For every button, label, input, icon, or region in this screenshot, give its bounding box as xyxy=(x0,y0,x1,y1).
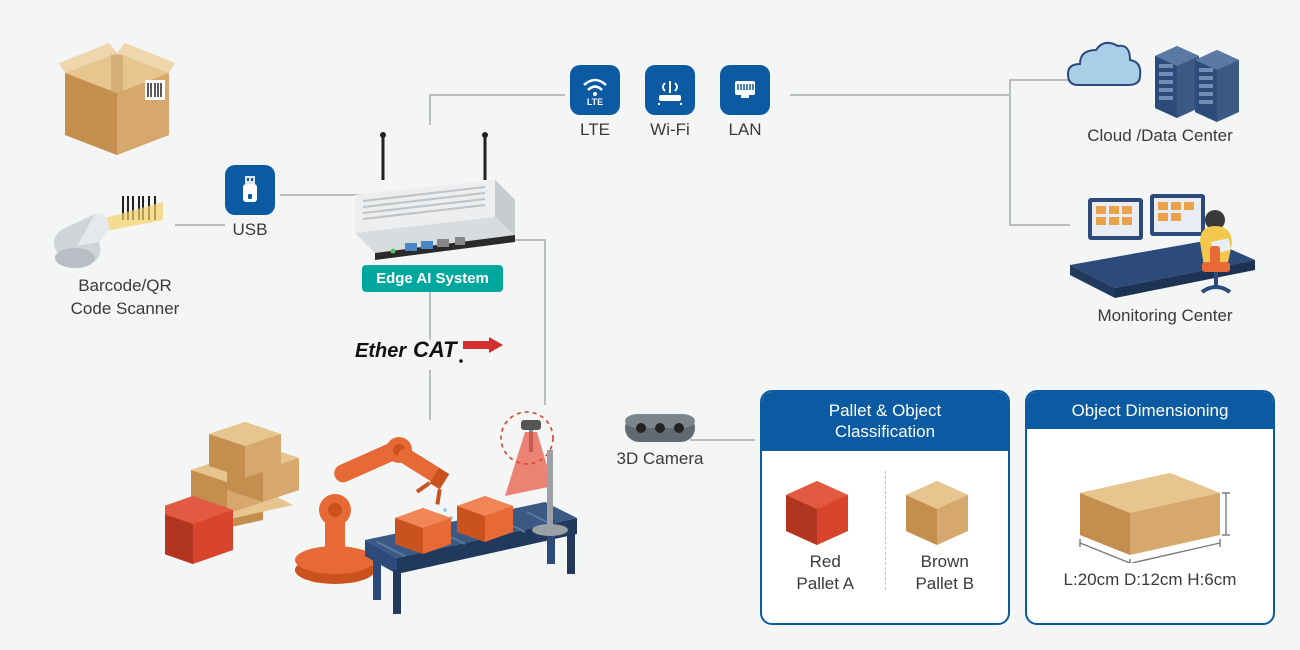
camera-3d: 3D Camera xyxy=(600,408,720,471)
usb-label: USB xyxy=(225,219,275,242)
wifi-label: Wi-Fi xyxy=(645,119,695,142)
svg-text:CAT: CAT xyxy=(413,337,458,362)
lan-icon xyxy=(720,65,770,115)
monitoring-center: Monitoring Center xyxy=(1060,170,1270,328)
pallet-a-label: Red Pallet A xyxy=(774,551,877,597)
wifi-icon xyxy=(645,65,695,115)
robot-conveyor xyxy=(165,390,595,630)
scanner-label: Barcode/QR Code Scanner xyxy=(45,275,205,321)
monitoring-label: Monitoring Center xyxy=(1060,305,1270,328)
barcode-scanner: Barcode/QR Code Scanner xyxy=(45,190,205,321)
svg-text:Ether: Ether xyxy=(355,340,407,362)
pallet-b-label: Brown Pallet B xyxy=(894,551,997,597)
usb-node: USB xyxy=(225,165,275,242)
svg-text:LTE: LTE xyxy=(587,97,603,107)
wifi-node: Wi-Fi xyxy=(645,65,695,142)
cloud-label: Cloud /Data Center xyxy=(1060,125,1260,148)
lte-node: LTE LTE xyxy=(570,65,620,142)
lte-icon: LTE xyxy=(570,65,620,115)
classification-panel: Pallet & Object Classification Red Palle… xyxy=(760,390,1010,625)
lan-label: LAN xyxy=(720,119,770,142)
lte-label: LTE xyxy=(570,119,620,142)
cloud-datacenter: Cloud /Data Center xyxy=(1060,30,1260,148)
lan-node: LAN xyxy=(720,65,770,142)
edge-ai-system: Edge AI System xyxy=(335,125,530,292)
ethercat: Ether CAT xyxy=(355,335,505,367)
dimensioning-dims: L:20cm D:12cm H:6cm xyxy=(1064,569,1237,592)
classification-title: Pallet & Object Classification xyxy=(762,392,1008,451)
package-box xyxy=(45,35,190,160)
pallet-a: Red Pallet A xyxy=(770,465,881,597)
pallet-b: Brown Pallet B xyxy=(890,465,1001,597)
dimensioning-title: Object Dimensioning xyxy=(1027,392,1273,429)
dimensioning-panel: Object Dimensioning L:20cm D:12cm H:6cm xyxy=(1025,390,1275,625)
usb-icon xyxy=(225,165,275,215)
edge-label-pill: Edge AI System xyxy=(362,265,503,292)
camera-label: 3D Camera xyxy=(600,448,720,471)
